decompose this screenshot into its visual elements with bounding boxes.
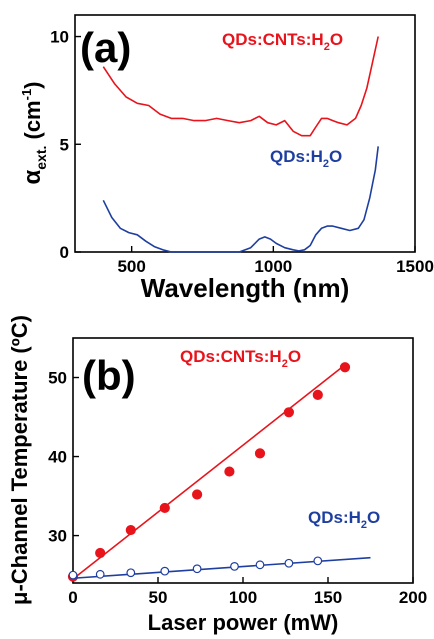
chart-b-series-1-point [230, 562, 239, 571]
chart-a-plot-frame [74, 14, 416, 253]
chart-b-series-0-point [224, 466, 235, 477]
chart-b-y-axis-title: μ-Channel Temperature (ºC) [7, 315, 32, 605]
chart-b-series-1-point [313, 556, 323, 566]
chart-a-series-0-line [102, 36, 379, 137]
chart-a-series-label-qds: QDs:H2O [270, 147, 342, 170]
chart-b-x-tick-label: 150 [314, 588, 342, 607]
chart-b-series-0-point [192, 489, 203, 500]
chart-b-series [67, 362, 371, 582]
chart-a-y-axis-title: αext. (cm-1) [19, 81, 49, 184]
chart-a-x-tick-label: 1500 [396, 257, 434, 276]
chart-b-y-tick-label: 40 [48, 448, 67, 467]
chart-a-series [102, 36, 379, 253]
chart-a-y-tick-label: 5 [60, 135, 69, 154]
chart-b-panel-label: (b) [82, 352, 136, 399]
chart-b-y-tick-label: 30 [48, 527, 67, 546]
chart-a-x-axis-title: Wavelength (nm) [141, 273, 349, 303]
chart-b-x-tick-label: 200 [399, 588, 427, 607]
chart-a: 500 1000 1500 0 5 10 (a) QDs:CNTs:H2O QDs:H2O… [19, 14, 434, 303]
chart-b-ticks: 0 50 100 150 200 30 40 50 [48, 369, 427, 607]
chart-b-series-0-point [159, 502, 170, 514]
chart-b-series-0-point [95, 547, 106, 559]
chart-a-series-1-line [102, 146, 379, 253]
chart-a-series-label-cnts: QDs:CNTs:H2O [222, 30, 343, 53]
chart-a-x-tick-label: 500 [117, 257, 145, 276]
chart-b-series-0-point [283, 407, 294, 418]
chart-b-series-1-point [126, 568, 136, 578]
chart-b-y-tick-label: 50 [48, 369, 67, 388]
chart-b-series-0-point [125, 524, 136, 536]
chart-b-series-1-point [160, 566, 170, 576]
chart-b-series-label-cnts: QDs:CNTs:H2O [180, 347, 301, 370]
chart-b-x-tick-label: 50 [149, 588, 168, 607]
chart-a-ticks: 500 1000 1500 0 5 10 [50, 28, 434, 276]
chart-b-series-0-point [312, 389, 323, 401]
chart-b-x-tick-label: 100 [229, 588, 257, 607]
chart-b-series-1-fit-line [72, 556, 371, 580]
chart-b-series-1-point [192, 564, 202, 574]
chart-b-series-1-point [68, 570, 78, 580]
chart-b-x-tick-label: 0 [68, 588, 77, 607]
chart-b-series-0-fit-line [72, 364, 346, 580]
chart-a-y-tick-label: 0 [60, 243, 69, 262]
chart-b-series-1-point [255, 560, 265, 570]
chart-b-series-1-point [95, 569, 105, 579]
chart-b-series-1-point [284, 558, 294, 568]
chart-a-x-tick-label: 1000 [254, 257, 292, 276]
chart-b-series-0-point [254, 448, 266, 459]
chart-b-series-0-point [339, 362, 351, 373]
chart-b: 0 50 100 150 200 30 40 50 (b) QDs:CNTs:H2O QDs:… [7, 315, 427, 635]
chart-b-series-label-qds: QDs:H2O [308, 508, 380, 531]
chart-b-x-axis-title: Laser power (mW) [148, 610, 339, 635]
chart-a-y-tick-label: 10 [50, 28, 69, 47]
chart-a-panel-label: (a) [80, 24, 131, 71]
